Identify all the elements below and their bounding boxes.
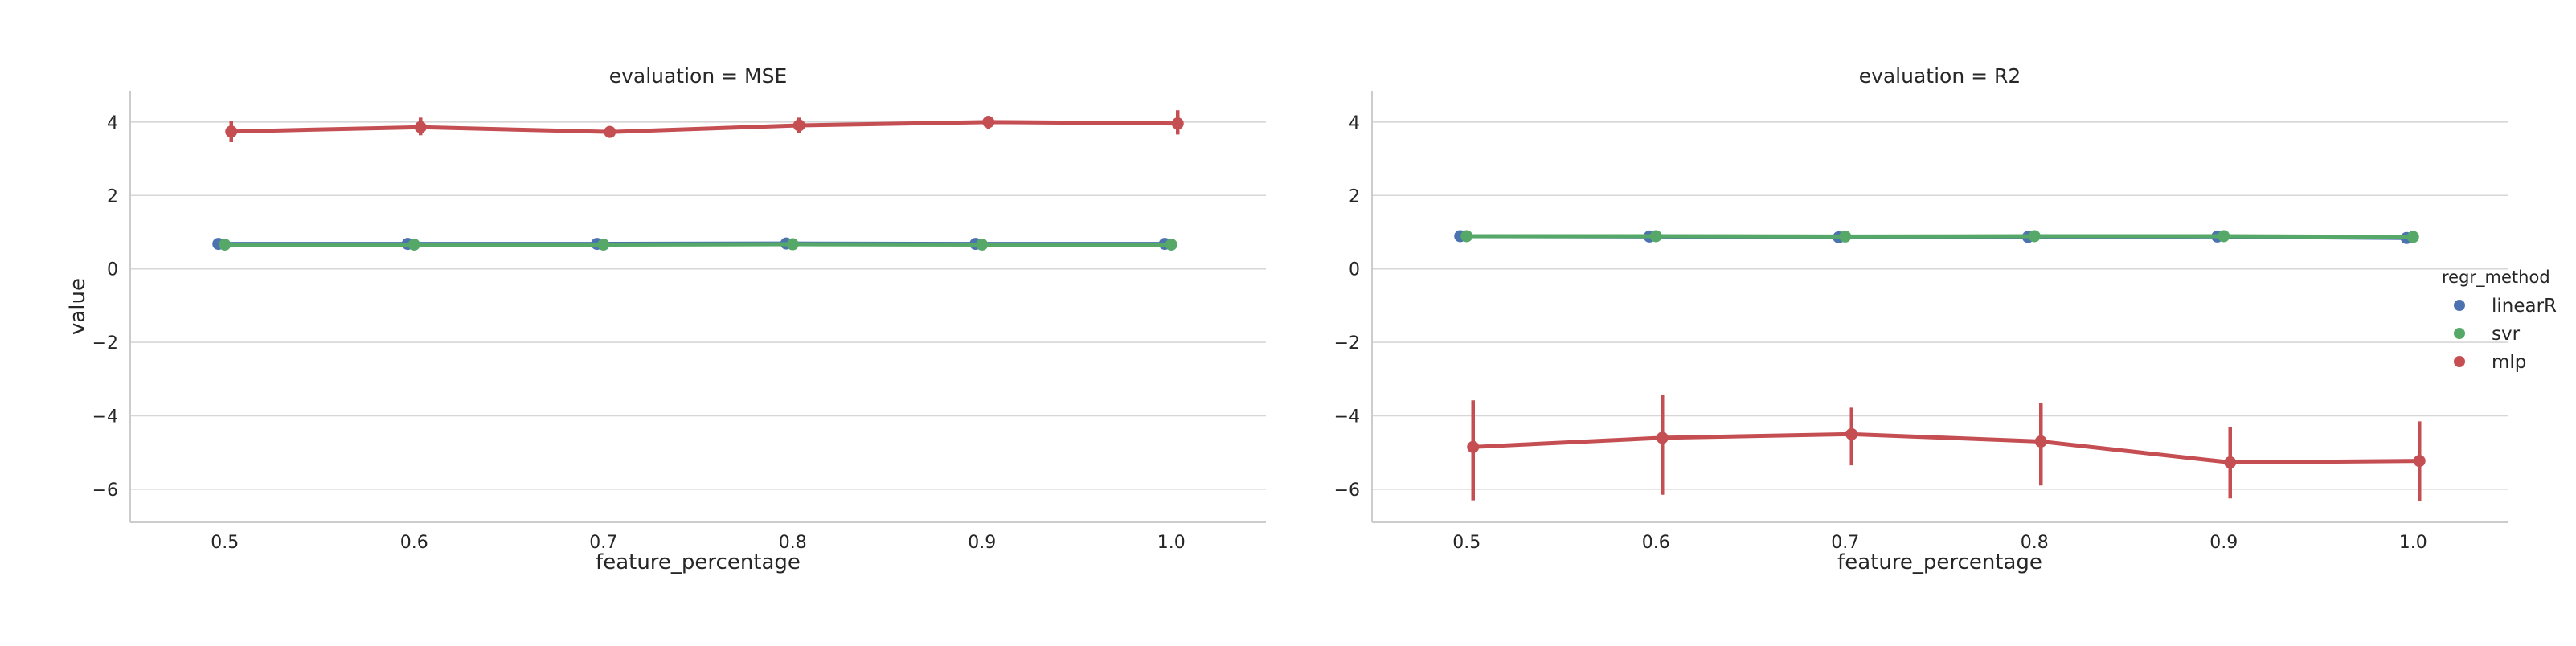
data-point [2224,456,2236,468]
y-tick-label: −6 [1334,480,1360,501]
y-tick-label: −2 [1334,333,1360,354]
data-point [1650,230,1662,242]
legend-label: svr [2492,324,2521,345]
series-mlp [1467,395,2426,501]
panel-title: evaluation = R2 [1859,64,2021,88]
data-point [225,125,237,137]
x-tick-label: 0.9 [968,533,996,553]
panel-title: evaluation = MSE [609,64,788,88]
x-tick-label: 0.6 [1642,533,1670,553]
x-tick-label: 1.0 [1157,533,1186,553]
y-tick-label: −4 [92,407,118,427]
data-point [1460,230,1472,242]
data-point [2035,435,2047,448]
series-line-mlp [231,122,1178,132]
legend-marker-svr [2454,328,2465,339]
y-tick-label: −2 [92,333,118,354]
legend-label: mlp [2492,352,2526,373]
data-point [1845,428,1857,440]
series-mlp [225,110,1184,142]
data-point [1165,239,1177,251]
y-tick-label: 0 [107,260,118,280]
legend-title: regr_method [2442,268,2550,288]
legend: regr_method linearR svr mlp [2442,268,2557,373]
data-point [1467,441,1479,453]
series-line-mlp [1473,434,2420,462]
y-tick-label: −6 [92,480,118,501]
y-tick-label: 2 [107,186,118,206]
data-point [982,116,994,128]
data-point [2414,455,2426,467]
y-tick-label: 0 [1349,260,1360,280]
x-tick-label: 0.5 [1452,533,1480,553]
data-point [1657,431,1669,444]
legend-marker-mlp [2454,356,2465,367]
y-tick-label: 2 [1349,186,1360,206]
data-point [2218,230,2230,242]
data-point [793,119,805,131]
x-tick-label: 0.5 [211,533,239,553]
data-point [2407,231,2419,243]
y-tick-label: −4 [1334,407,1360,427]
data-point [604,126,616,138]
series-line-svr [1467,236,2414,237]
data-point [219,239,231,251]
x-axis-label: feature_percentage [1837,550,2042,574]
legend-label: linearR [2492,296,2557,317]
series-svr [1460,230,2419,243]
data-point [1839,231,1851,243]
x-axis-label: feature_percentage [596,550,801,574]
legend-marker-linearR [2454,300,2465,311]
y-tick-label: 4 [1349,113,1360,133]
data-point [597,239,609,251]
x-tick-label: 0.9 [2209,533,2238,553]
series-svr [219,239,1177,251]
data-point [415,121,427,133]
data-point [2029,230,2041,242]
data-point [1172,117,1184,129]
data-point [408,239,420,251]
x-tick-label: 1.0 [2399,533,2427,553]
y-tick-label: 4 [107,113,118,133]
x-tick-label: 0.6 [400,533,428,553]
data-point [976,239,988,251]
data-point [787,239,799,251]
y-axis-label: value [66,278,90,335]
